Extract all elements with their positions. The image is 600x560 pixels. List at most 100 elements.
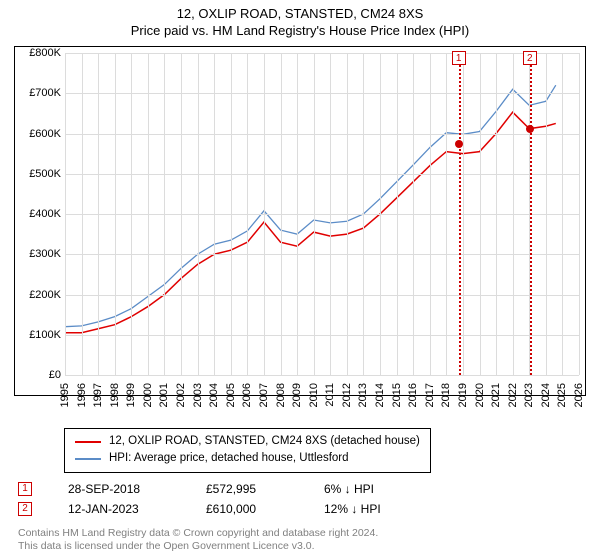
x-tick-label: 2011 bbox=[324, 383, 336, 407]
sale-date: 28-SEP-2018 bbox=[68, 482, 178, 496]
gridline-h bbox=[65, 53, 579, 54]
gridline-v bbox=[65, 53, 66, 375]
gridline-v bbox=[480, 53, 481, 375]
gridline-v bbox=[148, 53, 149, 375]
x-tick-label: 1997 bbox=[92, 383, 104, 407]
x-tick-label: 2010 bbox=[308, 383, 320, 407]
gridline-v bbox=[463, 53, 464, 375]
gridline-v bbox=[513, 53, 514, 375]
sale-price: £610,000 bbox=[206, 502, 296, 516]
x-tick-label: 2016 bbox=[407, 383, 419, 407]
marker-line bbox=[459, 53, 461, 375]
x-tick-label: 2013 bbox=[357, 383, 369, 407]
marker-line bbox=[530, 53, 532, 375]
gridline-v bbox=[496, 53, 497, 375]
y-tick-label: £600K bbox=[15, 128, 61, 140]
x-tick-label: 2006 bbox=[241, 383, 253, 407]
gridline-h bbox=[65, 254, 579, 255]
x-tick-label: 2004 bbox=[208, 383, 220, 407]
y-axis: £0£100K£200K£300K£400K£500K£600K£700K£80… bbox=[15, 47, 65, 395]
gridline-v bbox=[231, 53, 232, 375]
gridline-v bbox=[330, 53, 331, 375]
plot-area: 1995199619971998199920002001200220032004… bbox=[65, 53, 579, 375]
footer-note: Contains HM Land Registry data © Crown c… bbox=[18, 527, 586, 554]
sale-index-box: 1 bbox=[18, 482, 32, 496]
chart-container: £0£100K£200K£300K£400K£500K£600K£700K£80… bbox=[14, 46, 586, 396]
gridline-v bbox=[546, 53, 547, 375]
x-tick-label: 2024 bbox=[540, 383, 552, 407]
x-tick-label: 1999 bbox=[125, 383, 137, 407]
y-tick-label: £400K bbox=[15, 208, 61, 220]
x-tick-label: 2025 bbox=[556, 383, 568, 407]
title-subtitle: Price paid vs. HM Land Registry's House … bbox=[0, 23, 600, 38]
legend-item: 12, OXLIP ROAD, STANSTED, CM24 8XS (deta… bbox=[75, 433, 420, 450]
footer-line2: This data is licensed under the Open Gov… bbox=[18, 540, 586, 554]
sale-index-box: 2 bbox=[18, 502, 32, 516]
chart-title-block: 12, OXLIP ROAD, STANSTED, CM24 8XS Price… bbox=[0, 0, 600, 38]
gridline-v bbox=[380, 53, 381, 375]
x-tick-label: 2005 bbox=[225, 383, 237, 407]
sale-row: 1 28-SEP-2018 £572,995 6% ↓ HPI bbox=[18, 479, 586, 499]
gridline-h bbox=[65, 295, 579, 296]
gridline-v bbox=[297, 53, 298, 375]
gridline-h bbox=[65, 214, 579, 215]
legend-swatch bbox=[75, 441, 101, 443]
y-tick-label: £700K bbox=[15, 87, 61, 99]
legend: 12, OXLIP ROAD, STANSTED, CM24 8XS (deta… bbox=[64, 428, 431, 473]
gridline-h bbox=[65, 335, 579, 336]
legend-label: HPI: Average price, detached house, Uttl… bbox=[109, 450, 349, 467]
x-tick-label: 2009 bbox=[291, 383, 303, 407]
x-tick-label: 2023 bbox=[523, 383, 535, 407]
gridline-h bbox=[65, 375, 579, 376]
y-tick-label: £500K bbox=[15, 168, 61, 180]
gridline-h bbox=[65, 174, 579, 175]
x-tick-label: 2002 bbox=[175, 383, 187, 407]
gridline-h bbox=[65, 93, 579, 94]
gridline-v bbox=[131, 53, 132, 375]
y-tick-label: £300K bbox=[15, 248, 61, 260]
gridline-v bbox=[98, 53, 99, 375]
series-line bbox=[65, 85, 556, 327]
x-tick-label: 1998 bbox=[109, 383, 121, 407]
y-tick-label: £100K bbox=[15, 329, 61, 341]
sale-delta: 12% ↓ HPI bbox=[324, 502, 381, 516]
sale-row: 212-JAN-2023£610,00012% ↓ HPI bbox=[18, 499, 586, 519]
gridline-v bbox=[164, 53, 165, 375]
y-tick-label: £0 bbox=[15, 369, 61, 381]
marker-dot bbox=[526, 125, 534, 133]
marker-box: 1 bbox=[452, 51, 466, 65]
legend-item: HPI: Average price, detached house, Uttl… bbox=[75, 450, 420, 467]
x-tick-label: 2015 bbox=[391, 383, 403, 407]
title-address: 12, OXLIP ROAD, STANSTED, CM24 8XS bbox=[0, 6, 600, 21]
footer-line1: Contains HM Land Registry data © Crown c… bbox=[18, 527, 586, 541]
gridline-v bbox=[397, 53, 398, 375]
x-tick-label: 2003 bbox=[192, 383, 204, 407]
gridline-v bbox=[115, 53, 116, 375]
x-tick-label: 2018 bbox=[440, 383, 452, 407]
x-tick-label: 2014 bbox=[374, 383, 386, 407]
gridline-v bbox=[214, 53, 215, 375]
marker-dot bbox=[455, 140, 463, 148]
x-tick-label: 2007 bbox=[258, 383, 270, 407]
gridline-v bbox=[347, 53, 348, 375]
gridline-v bbox=[579, 53, 580, 375]
x-tick-label: 2026 bbox=[573, 383, 585, 407]
gridline-v bbox=[413, 53, 414, 375]
sale-price: £572,995 bbox=[206, 482, 296, 496]
sales-table: 128-SEP-2018£572,9956% ↓ HPI212-JAN-2023… bbox=[18, 479, 586, 519]
x-tick-label: 2000 bbox=[142, 383, 154, 407]
x-tick-label: 1995 bbox=[59, 383, 71, 407]
y-tick-label: £800K bbox=[15, 47, 61, 59]
gridline-h bbox=[65, 134, 579, 135]
gridline-v bbox=[446, 53, 447, 375]
x-tick-label: 2012 bbox=[341, 383, 353, 407]
x-tick-label: 2019 bbox=[457, 383, 469, 407]
gridline-v bbox=[247, 53, 248, 375]
gridline-v bbox=[198, 53, 199, 375]
marker-box: 2 bbox=[523, 51, 537, 65]
gridline-v bbox=[363, 53, 364, 375]
gridline-v bbox=[314, 53, 315, 375]
sale-delta: 6% ↓ HPI bbox=[324, 482, 374, 496]
x-tick-label: 2020 bbox=[474, 383, 486, 407]
x-tick-label: 2021 bbox=[490, 383, 502, 407]
